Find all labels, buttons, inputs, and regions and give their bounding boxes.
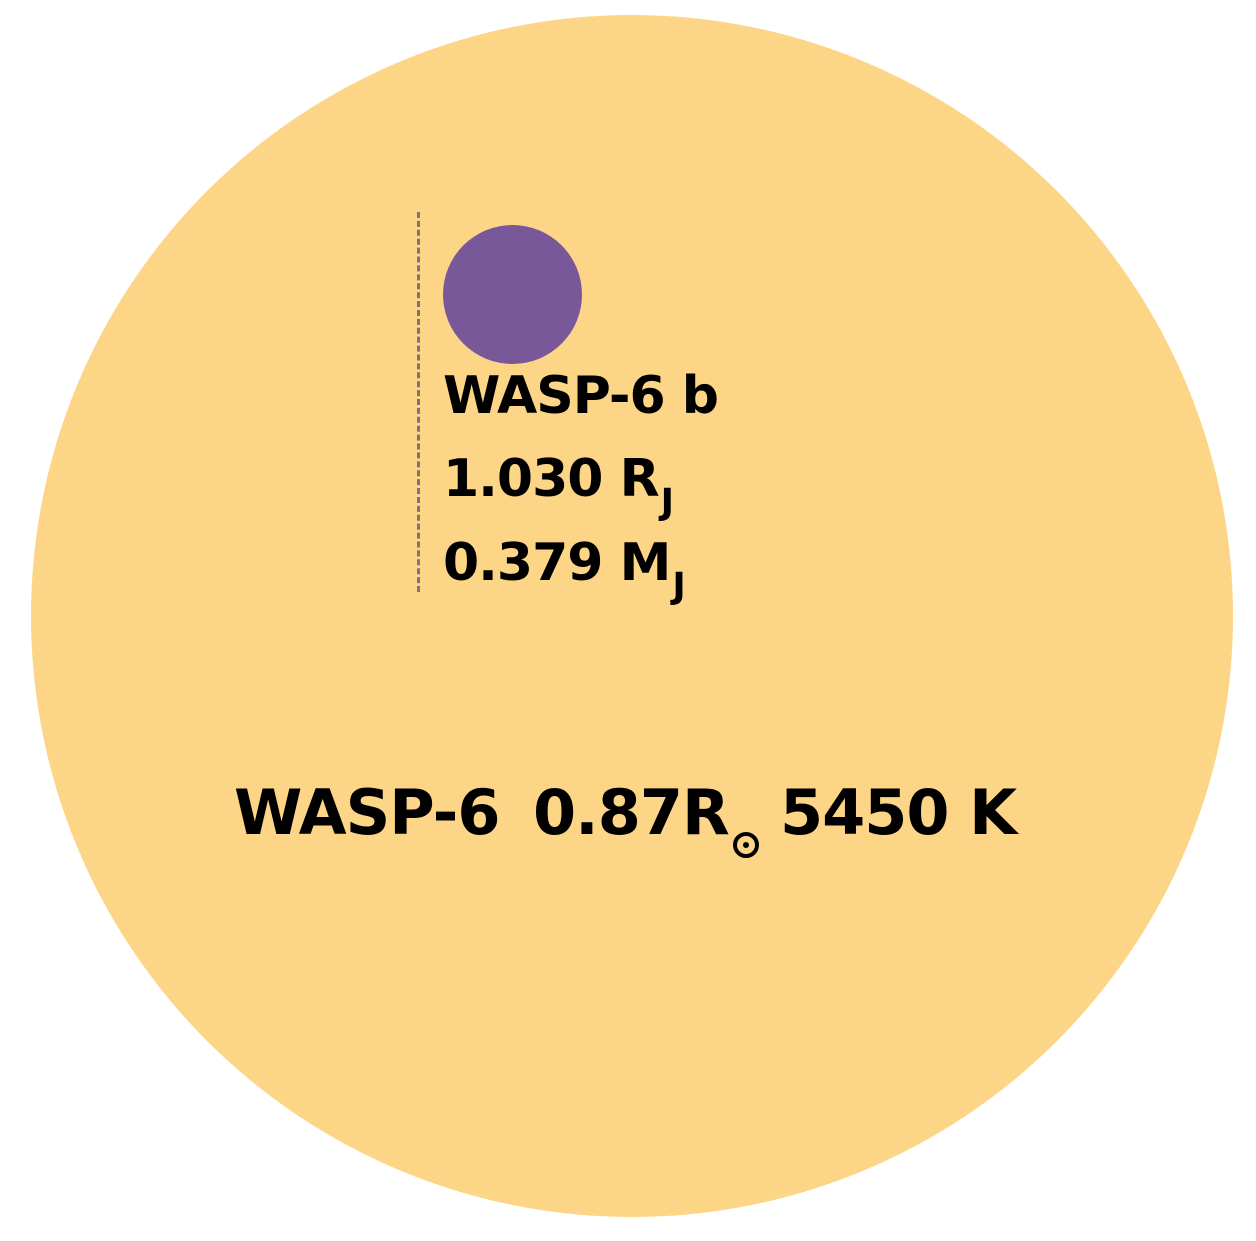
- planet-mass: 0.379 MJ: [443, 537, 686, 605]
- star-disk: [31, 15, 1233, 1217]
- star-radius: 0.87R: [533, 782, 759, 858]
- planet-radius: 1.030 RJ: [443, 453, 674, 521]
- star-radius-value: 0.87R: [533, 776, 730, 849]
- orbit-marker-line: [417, 212, 420, 592]
- planet-disk: [443, 225, 582, 364]
- star-name: WASP-6: [234, 776, 500, 849]
- planet-mass-unit-subscript: J: [672, 566, 685, 607]
- planet-name: WASP-6 b: [443, 366, 719, 426]
- star-temperature: 5450 K: [780, 776, 1017, 849]
- sun-symbol-icon: [732, 832, 759, 858]
- planet-radius-unit-subscript: J: [660, 482, 674, 523]
- planet-mass-value: 0.379 M: [443, 533, 671, 593]
- planet-radius-value: 1.030 R: [443, 449, 660, 509]
